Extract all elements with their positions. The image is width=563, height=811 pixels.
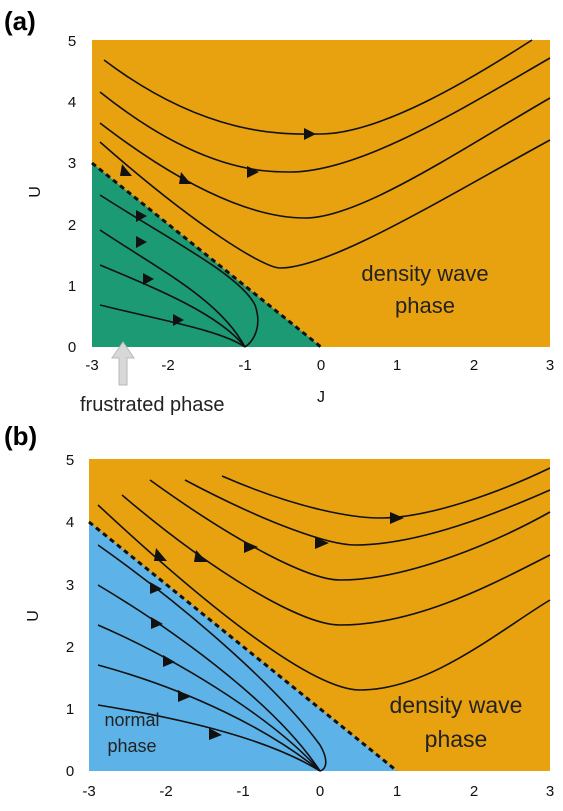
x-tick: -2 <box>159 783 172 800</box>
flow-arrow <box>173 314 184 326</box>
flow-line <box>184 479 551 546</box>
flow-arrow <box>179 172 191 184</box>
x-tick: 0 <box>317 357 325 374</box>
y-tick: 2 <box>66 639 74 656</box>
flow-arrow <box>120 164 132 176</box>
frustrated-phase-label: frustrated phase <box>80 394 225 416</box>
x-tick: 3 <box>546 357 554 374</box>
x-axis-b: -3 -2 -1 0 1 2 3 <box>82 783 554 800</box>
flow-line <box>149 479 551 581</box>
flow-arrows-a <box>120 128 316 326</box>
y-tick: 2 <box>68 217 76 234</box>
flow-arrow <box>209 728 222 740</box>
flow-line <box>99 194 259 348</box>
flow-arrow <box>143 273 154 285</box>
x-tick: 0 <box>316 783 324 800</box>
flow-arrow <box>194 550 207 562</box>
x-tick: 1 <box>393 783 401 800</box>
flow-arrow <box>136 236 147 248</box>
y-tick: 4 <box>66 514 74 531</box>
density-wave-label: phase <box>425 726 488 752</box>
flow-line <box>99 264 246 348</box>
flow-line <box>97 504 551 691</box>
y-tick: 1 <box>66 701 74 718</box>
flow-line <box>97 624 321 772</box>
panel-a-label: (a) <box>4 6 36 36</box>
panel-b: (b) -3 <box>4 421 554 800</box>
flow-line <box>97 664 321 772</box>
up-arrow-icon <box>111 341 135 386</box>
flow-line <box>99 304 246 348</box>
flow-arrow <box>315 537 329 549</box>
density-wave-label: density wave <box>390 692 523 718</box>
flow-line <box>99 229 246 348</box>
flow-arrow <box>247 166 259 178</box>
x-tick: -1 <box>238 357 251 374</box>
flow-line <box>97 584 321 772</box>
y-axis-label: U <box>27 186 44 198</box>
flow-arrow <box>136 210 147 222</box>
y-tick: 3 <box>68 155 76 172</box>
normal-phase-label: normal <box>104 710 159 730</box>
flow-arrow <box>154 548 167 561</box>
panel-a: (a) -3 -2 -1 0 <box>4 6 554 416</box>
x-tick: -3 <box>85 357 98 374</box>
y-tick: 0 <box>66 763 74 780</box>
x-tick: 2 <box>470 783 478 800</box>
flow-arrow <box>151 617 163 629</box>
panel-b-label: (b) <box>4 421 37 451</box>
flow-line <box>99 97 551 219</box>
flow-line <box>221 467 551 519</box>
phase-boundary-a <box>91 161 322 349</box>
flow-arrow <box>163 655 175 667</box>
x-axis-label: J <box>317 389 325 406</box>
flow-line <box>99 57 551 173</box>
flow-line <box>97 704 321 772</box>
phase-boundary-b <box>88 520 398 773</box>
flow-arrow <box>178 690 190 702</box>
x-tick: 2 <box>470 357 478 374</box>
y-tick: 5 <box>68 33 76 50</box>
density-wave-label: phase <box>395 293 455 318</box>
y-axis-a: 0 1 2 3 4 5 U <box>27 33 76 356</box>
flow-line <box>103 39 533 135</box>
x-tick: -2 <box>161 357 174 374</box>
flow-arrow <box>304 128 316 140</box>
flow-arrow <box>244 541 258 553</box>
x-tick: -1 <box>236 783 249 800</box>
x-tick: 1 <box>393 357 401 374</box>
x-axis-a: -3 -2 -1 0 1 2 3 J <box>85 357 554 406</box>
x-tick: -3 <box>82 783 95 800</box>
y-axis-b: 0 1 2 3 4 5 U <box>25 452 74 780</box>
y-tick: 5 <box>66 452 74 469</box>
y-axis-label: U <box>25 610 42 622</box>
normal-phase-label: phase <box>107 736 156 756</box>
flow-arrow <box>150 582 162 594</box>
y-tick: 0 <box>68 339 76 356</box>
y-tick: 4 <box>68 94 76 111</box>
density-wave-label: density wave <box>361 261 488 286</box>
flow-arrows-b <box>150 512 404 740</box>
y-tick: 3 <box>66 577 74 594</box>
x-tick: 3 <box>546 783 554 800</box>
flow-lines-a <box>99 39 551 348</box>
y-tick: 1 <box>68 278 76 295</box>
flow-arrow <box>390 512 404 524</box>
flow-line <box>99 139 551 269</box>
